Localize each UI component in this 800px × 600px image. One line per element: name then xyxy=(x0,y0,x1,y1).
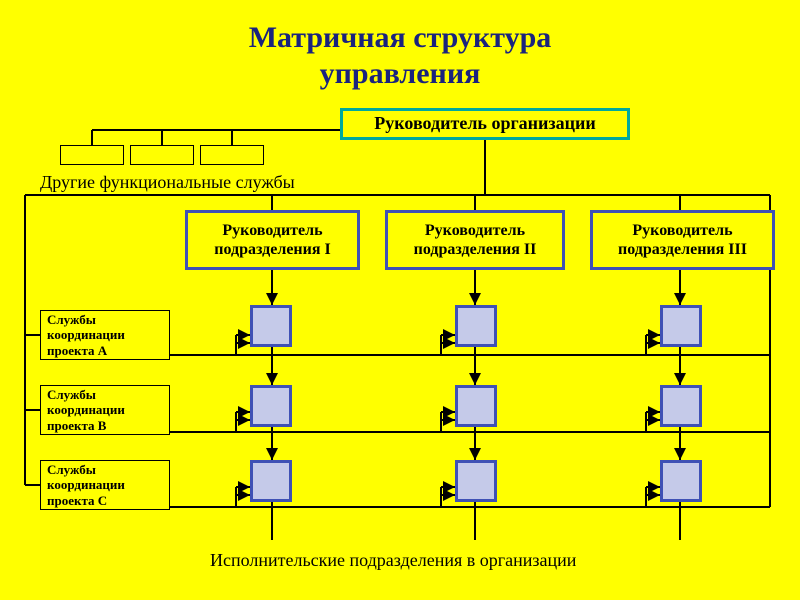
top-empty-box-0 xyxy=(60,145,124,165)
box-dept1: Руководитель подразделения I xyxy=(185,210,360,270)
title-line2: управления xyxy=(0,56,800,92)
grid-box-r2-c1 xyxy=(455,460,497,502)
box-projB: Службы координации проекта B xyxy=(40,385,170,435)
grid-box-r1-c2 xyxy=(660,385,702,427)
box-projA: Службы координации проекта A xyxy=(40,310,170,360)
grid-box-r0-c1 xyxy=(455,305,497,347)
grid-box-r1-c0 xyxy=(250,385,292,427)
top-empty-box-2 xyxy=(200,145,264,165)
label-other-services: Другие функциональные службы xyxy=(40,172,295,193)
box-org_head: Руководитель организации xyxy=(340,108,630,140)
label-exec-units: Исполнительские подразделения в организа… xyxy=(210,550,576,571)
title-line1: Матричная структура xyxy=(0,20,800,56)
box-dept3: Руководитель подразделения III xyxy=(590,210,775,270)
grid-box-r2-c2 xyxy=(660,460,702,502)
top-empty-box-1 xyxy=(130,145,194,165)
grid-box-r0-c2 xyxy=(660,305,702,347)
box-dept2: Руководитель подразделения II xyxy=(385,210,565,270)
box-projC: Службы координации проекта C xyxy=(40,460,170,510)
grid-box-r2-c0 xyxy=(250,460,292,502)
diagram-title: Матричная структура управления xyxy=(0,20,800,92)
grid-box-r1-c1 xyxy=(455,385,497,427)
grid-box-r0-c0 xyxy=(250,305,292,347)
